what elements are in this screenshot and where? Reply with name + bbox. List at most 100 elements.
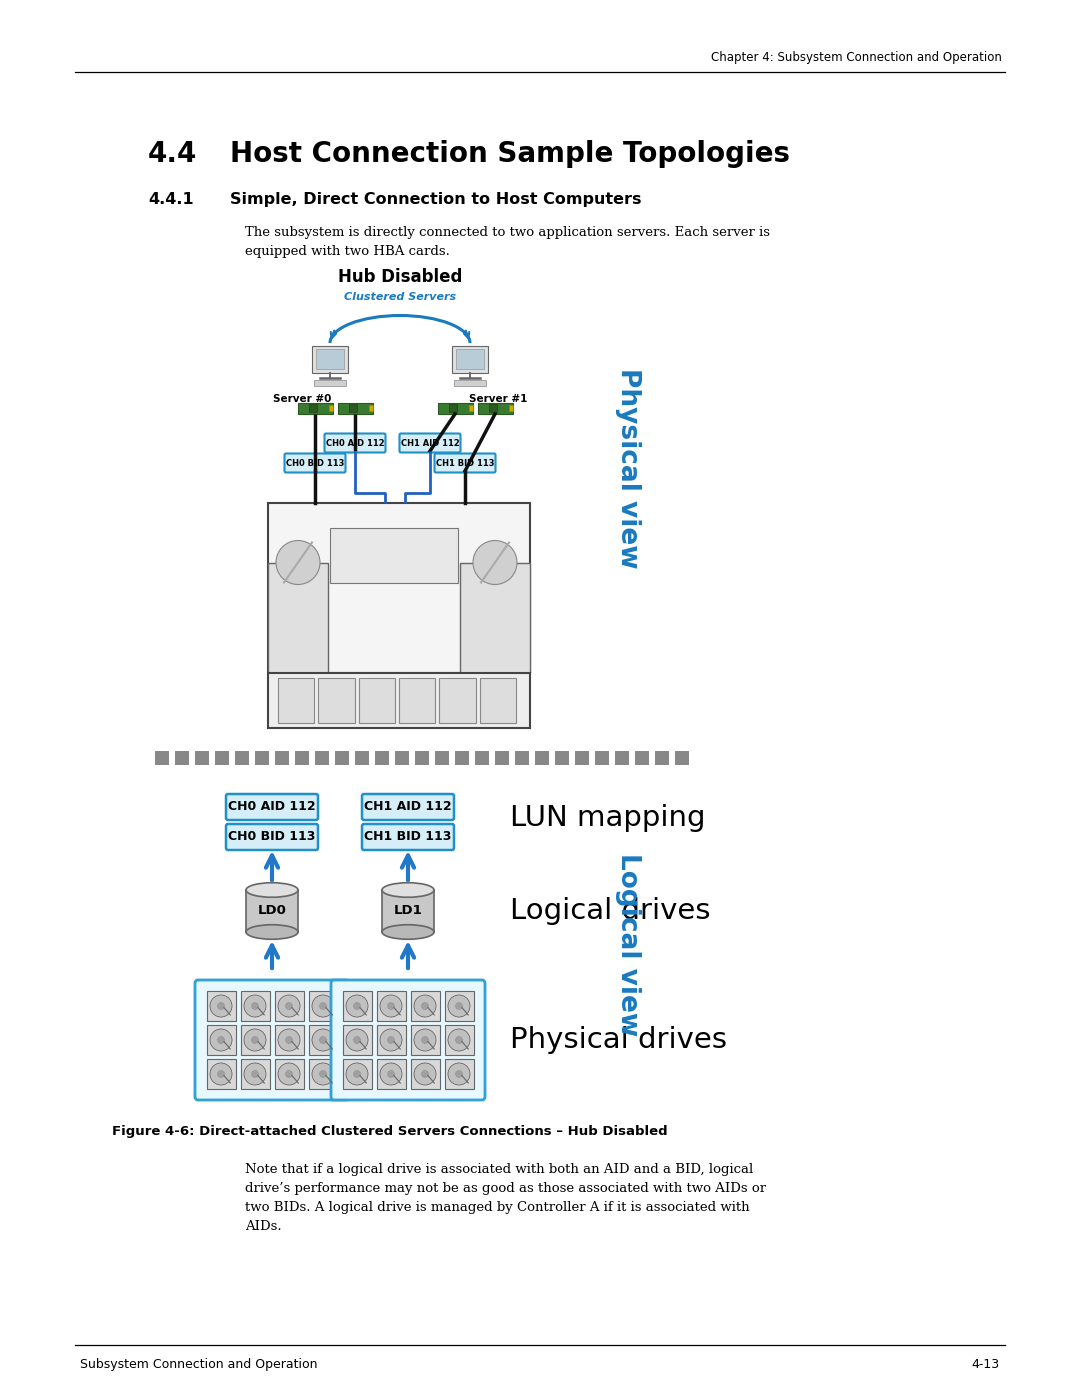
- FancyBboxPatch shape: [400, 433, 460, 453]
- Circle shape: [346, 1030, 368, 1051]
- Text: Figure 4-6: Direct-attached Clustered Servers Connections – Hub Disabled: Figure 4-6: Direct-attached Clustered Se…: [112, 1125, 667, 1139]
- Bar: [469, 405, 473, 411]
- Circle shape: [456, 1070, 462, 1077]
- Circle shape: [380, 1063, 402, 1085]
- Bar: [495, 752, 509, 766]
- Text: LUN mapping: LUN mapping: [510, 805, 705, 833]
- FancyBboxPatch shape: [330, 981, 485, 1099]
- Circle shape: [353, 1003, 361, 1010]
- Text: AIDs.: AIDs.: [245, 1220, 282, 1234]
- Circle shape: [346, 1063, 368, 1085]
- Bar: [410, 1059, 440, 1090]
- Circle shape: [388, 1037, 394, 1044]
- Circle shape: [312, 995, 334, 1017]
- Circle shape: [285, 1003, 293, 1010]
- Circle shape: [448, 995, 470, 1017]
- Text: equipped with two HBA cards.: equipped with two HBA cards.: [245, 244, 450, 258]
- Bar: [275, 752, 289, 766]
- Bar: [274, 1025, 303, 1055]
- Bar: [675, 752, 689, 766]
- Text: Logical view: Logical view: [615, 854, 642, 1037]
- Bar: [377, 990, 405, 1021]
- Circle shape: [285, 1037, 293, 1044]
- Text: two BIDs. A logical drive is managed by Controller A if it is associated with: two BIDs. A logical drive is managed by …: [245, 1201, 750, 1214]
- Text: CH1 BID 113: CH1 BID 113: [435, 458, 495, 468]
- Circle shape: [278, 1030, 300, 1051]
- Bar: [309, 1059, 337, 1090]
- Bar: [382, 890, 434, 932]
- Bar: [241, 1059, 270, 1090]
- Text: 4.4: 4.4: [148, 140, 198, 168]
- Text: Server #0: Server #0: [273, 394, 332, 404]
- Bar: [215, 752, 229, 766]
- Bar: [535, 752, 549, 766]
- Bar: [235, 752, 249, 766]
- Bar: [315, 349, 345, 369]
- Circle shape: [388, 1003, 394, 1010]
- Circle shape: [414, 1063, 436, 1085]
- Bar: [312, 346, 348, 373]
- Bar: [342, 1025, 372, 1055]
- Bar: [268, 503, 530, 673]
- Circle shape: [285, 1070, 293, 1077]
- Bar: [309, 404, 318, 412]
- Ellipse shape: [246, 883, 298, 897]
- Bar: [445, 990, 473, 1021]
- Bar: [615, 752, 629, 766]
- Text: Subsystem Connection and Operation: Subsystem Connection and Operation: [80, 1358, 318, 1370]
- Bar: [342, 1059, 372, 1090]
- Bar: [268, 673, 530, 728]
- Bar: [445, 1025, 473, 1055]
- Ellipse shape: [246, 925, 298, 939]
- Circle shape: [414, 1030, 436, 1051]
- FancyBboxPatch shape: [195, 981, 349, 1099]
- Bar: [274, 1059, 303, 1090]
- Bar: [206, 1025, 235, 1055]
- Circle shape: [380, 1030, 402, 1051]
- Bar: [410, 990, 440, 1021]
- Text: Host Connection Sample Topologies: Host Connection Sample Topologies: [230, 140, 789, 168]
- Circle shape: [244, 1030, 266, 1051]
- Text: Hub Disabled: Hub Disabled: [338, 268, 462, 286]
- Bar: [440, 678, 475, 724]
- Bar: [654, 752, 669, 766]
- Bar: [555, 752, 569, 766]
- Bar: [309, 990, 337, 1021]
- Bar: [454, 380, 486, 387]
- FancyBboxPatch shape: [362, 793, 454, 820]
- Text: Physical view: Physical view: [615, 367, 642, 569]
- Text: Note that if a logical drive is associated with both an AID and a BID, logical: Note that if a logical drive is associat…: [245, 1162, 753, 1176]
- Circle shape: [380, 995, 402, 1017]
- Bar: [319, 678, 354, 724]
- Bar: [195, 752, 210, 766]
- Bar: [315, 752, 329, 766]
- Text: 4-13: 4-13: [972, 1358, 1000, 1370]
- Bar: [278, 678, 314, 724]
- Circle shape: [312, 1063, 334, 1085]
- Bar: [241, 990, 270, 1021]
- Bar: [241, 1025, 270, 1055]
- Bar: [456, 349, 485, 369]
- Circle shape: [388, 1070, 394, 1077]
- Bar: [274, 990, 303, 1021]
- Text: Physical drives: Physical drives: [510, 1025, 727, 1053]
- Circle shape: [456, 1037, 462, 1044]
- Bar: [460, 563, 530, 673]
- Bar: [355, 752, 369, 766]
- Circle shape: [414, 995, 436, 1017]
- Bar: [206, 1059, 235, 1090]
- Bar: [455, 752, 469, 766]
- Text: Simple, Direct Connection to Host Computers: Simple, Direct Connection to Host Comput…: [230, 191, 642, 207]
- Circle shape: [320, 1070, 326, 1077]
- Bar: [175, 752, 189, 766]
- Bar: [330, 528, 458, 583]
- Bar: [415, 752, 429, 766]
- Bar: [335, 752, 349, 766]
- Text: LD0: LD0: [257, 904, 286, 918]
- Bar: [410, 1025, 440, 1055]
- Ellipse shape: [382, 883, 434, 897]
- FancyBboxPatch shape: [284, 454, 346, 472]
- Bar: [575, 752, 589, 766]
- Bar: [477, 402, 513, 414]
- Circle shape: [210, 1030, 232, 1051]
